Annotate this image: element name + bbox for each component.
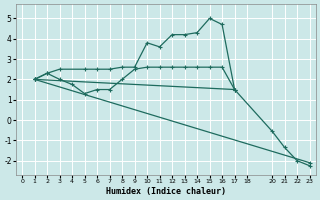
- X-axis label: Humidex (Indice chaleur): Humidex (Indice chaleur): [106, 187, 226, 196]
